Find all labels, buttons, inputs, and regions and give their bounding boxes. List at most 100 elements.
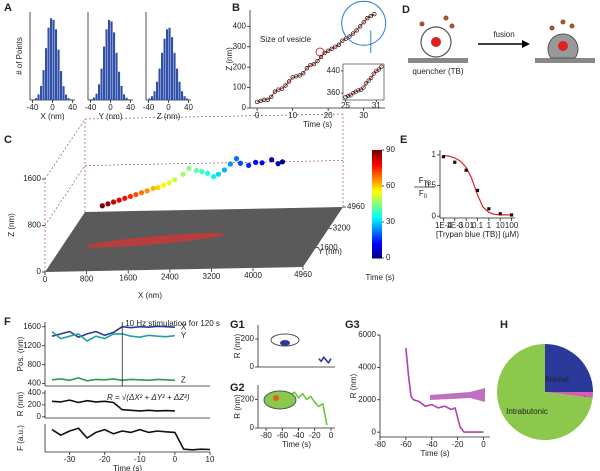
y-tick-label: 0 [250,362,255,371]
bar [100,68,103,100]
bar [153,91,156,100]
colorbar-cell [372,214,382,218]
highlight [341,0,387,46]
point [133,191,139,198]
panel-label: E [400,134,407,146]
x-tick-label: -40 [143,103,155,112]
point [356,88,361,93]
quencher [569,23,575,29]
bar [120,85,123,100]
point [475,188,480,193]
bar [156,81,159,100]
point [350,31,356,36]
point [322,50,327,56]
point [110,199,117,205]
point [227,161,234,167]
bar [40,85,43,100]
colorbar-cell [372,233,382,237]
point [379,64,384,69]
box-edge [44,118,86,180]
x-tick-label: 10 [496,221,505,230]
colorbar-cell [372,158,382,162]
colorbar-cell [372,187,382,191]
bar [50,18,53,101]
point [333,44,338,49]
bar [37,94,40,100]
bar [183,96,186,100]
x-tick-label: 1 [487,221,492,230]
x-tick-label: 800 [80,274,94,283]
colorbar-cell [372,206,382,210]
y-tick-label: 1600 [320,243,338,252]
point [186,165,192,171]
point [275,161,281,167]
x-axis-label: Time (s) [113,464,142,471]
bar [110,21,113,100]
floor-track [85,232,226,248]
y-tick-label: 0.5 [425,181,437,190]
y-tick-label: 200 [241,334,255,343]
colorbar-cell [372,185,382,189]
line [51,377,175,382]
x-tick-label: 3200 [203,272,221,281]
point [365,16,370,21]
point [193,167,200,174]
pie-slice [545,392,593,399]
bar [103,46,106,100]
bar [181,91,184,100]
point [372,11,377,17]
point [286,79,292,84]
point [166,180,172,186]
y-axis-label: R (nm) [233,394,242,419]
x-tick-label: 25 [341,101,350,110]
point [150,185,156,191]
x-axis-label: Time (s) [303,120,332,129]
bar [52,19,55,100]
quencher [443,15,449,21]
point [127,193,133,200]
icon [273,395,279,401]
y-tick-label: 0 [372,427,377,436]
y-tick-label: 200 [241,394,255,403]
x-tick-label: -60 [400,440,412,449]
point [348,93,353,98]
bar [113,32,116,100]
x-tick-label: 0 [173,455,178,464]
colorbar-cell [372,247,382,251]
point [346,93,351,98]
point [253,159,259,165]
num-sub: TB [424,181,432,187]
x-tick-label: 1E-4 [435,221,452,230]
icon [430,388,485,402]
x-tick-label: 1600 [119,273,137,282]
y-tick-label: 400 [28,388,42,397]
y-axis-label: R (nm) [233,333,242,358]
point [144,188,150,194]
point [340,38,345,43]
x-tick-label: 0 [50,103,55,112]
x-tick-label: -20 [452,440,464,449]
y-axis-label: # of Points [15,37,24,75]
bar [32,99,35,100]
quencher [449,23,455,29]
y-tick-label: 1600 [23,322,41,331]
point [283,83,288,88]
point [122,195,128,201]
icon [263,390,297,410]
point [315,58,320,64]
quencher [549,25,555,31]
x-axis-label: Time (s) [282,440,311,449]
point [453,160,457,164]
panel-label: G3 [345,319,360,331]
line [345,66,382,98]
y-tick-label: 0 [242,103,247,112]
point [336,42,341,47]
panel-label: G1 [230,319,245,331]
x-tick-label: 4000 [244,271,262,280]
y-axis-label: F (a.u.) [16,425,25,451]
slice-label: Intrabutonic [506,407,548,416]
colorbar-cell [372,225,382,229]
bar [115,52,118,100]
point [366,78,371,83]
bar [171,37,174,100]
